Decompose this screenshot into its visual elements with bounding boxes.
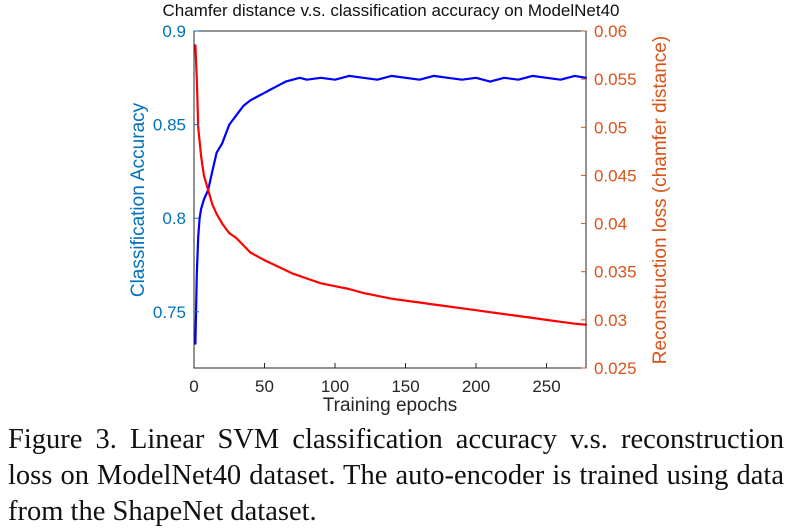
x-tick-label: 100 <box>321 377 349 396</box>
y-right-tick-label: 0.06 <box>594 22 627 41</box>
y-axis-right: 0.025 0.03 0.035 0.04 0.045 0.05 0.055 0.06 <box>581 22 637 378</box>
y-axis-right-label: Reconstruction loss (chamfer distance) <box>650 36 671 364</box>
x-tick-label: 200 <box>462 377 490 396</box>
chart-title: Chamfer distance v.s. classification acc… <box>163 1 620 20</box>
y-left-tick-label: 0.8 <box>162 209 186 228</box>
y-right-tick-label: 0.025 <box>594 359 637 378</box>
y-right-tick-label: 0.05 <box>594 118 627 137</box>
y-left-tick-label: 0.75 <box>153 303 186 322</box>
reconstruction-loss-series-line <box>194 44 588 326</box>
y-axis-left: 0.75 0.8 0.85 0.9 <box>153 22 199 322</box>
series-layer <box>194 44 588 345</box>
y-right-tick-label: 0.03 <box>594 311 627 330</box>
x-tick-label: 250 <box>532 377 560 396</box>
x-tick-label: 0 <box>189 377 198 396</box>
y-right-tick-label: 0.035 <box>594 263 637 282</box>
chart-figure: Chamfer distance v.s. classification acc… <box>128 1 671 416</box>
accuracy-series-line <box>194 74 588 345</box>
x-axis: 0 50 100 150 200 250 <box>189 363 561 396</box>
y-right-tick-label: 0.045 <box>594 166 637 185</box>
y-right-tick-label: 0.055 <box>594 70 637 89</box>
plot-frame <box>193 30 587 369</box>
x-tick-label: 150 <box>391 377 419 396</box>
figure-caption: Figure 3. Linear SVM classification accu… <box>8 424 784 527</box>
y-right-tick-label: 0.04 <box>594 215 627 234</box>
y-axis-left-label: Classification Accuracy <box>128 102 149 297</box>
y-left-tick-label: 0.85 <box>153 116 186 135</box>
y-left-tick-label: 0.9 <box>162 22 186 41</box>
x-tick-label: 50 <box>255 377 274 396</box>
x-axis-label: Training epochs <box>323 395 457 416</box>
